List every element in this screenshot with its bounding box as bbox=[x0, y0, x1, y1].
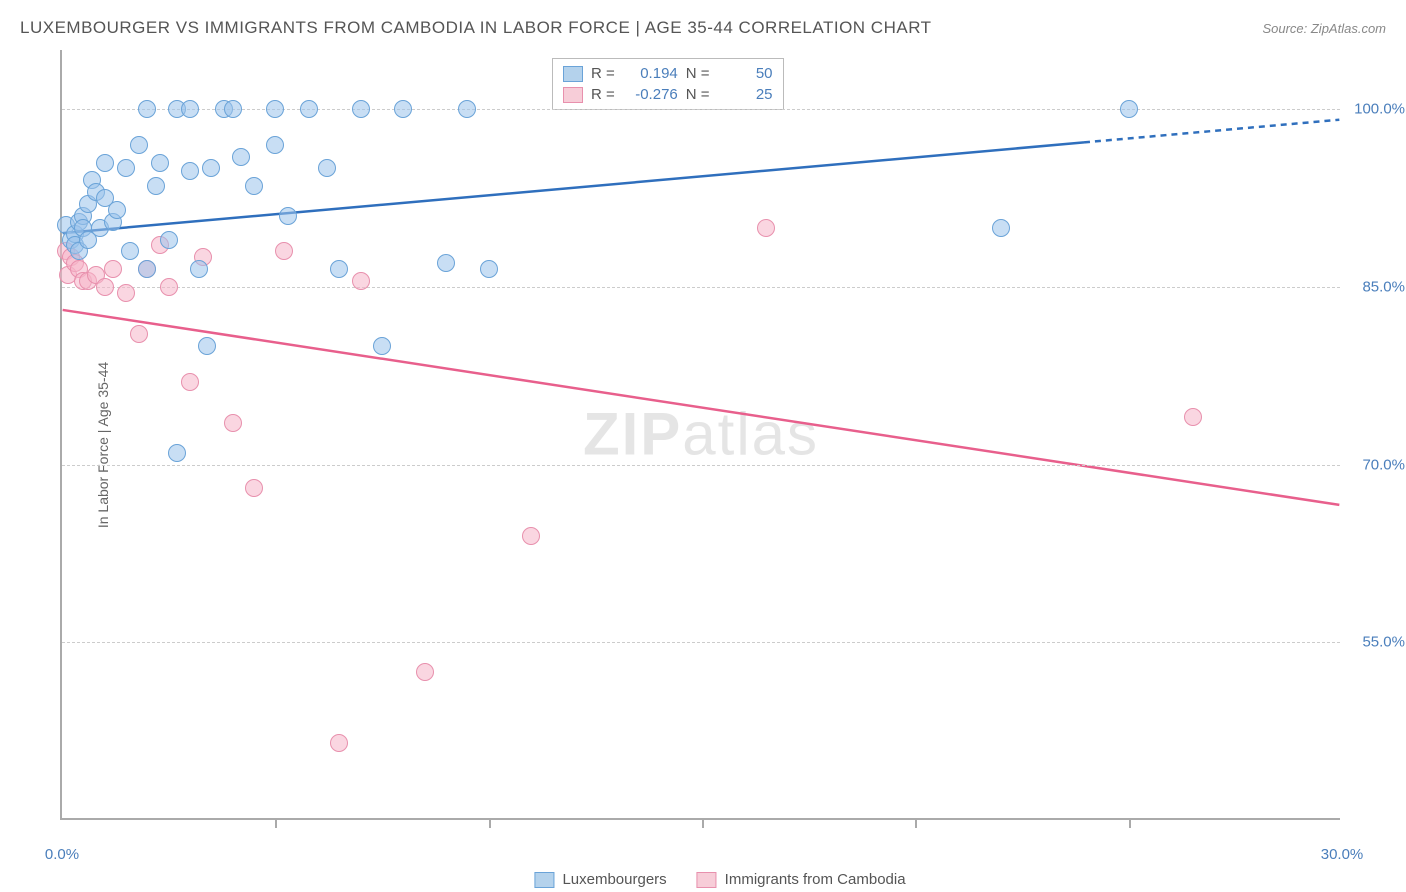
y-tick-label: 70.0% bbox=[1362, 456, 1405, 473]
cam-point bbox=[224, 414, 242, 432]
x-tick-label: 0.0% bbox=[45, 846, 79, 863]
legend-swatch-cam bbox=[697, 872, 717, 888]
lux-point bbox=[181, 100, 199, 118]
gridline-horizontal bbox=[62, 287, 1340, 288]
cam-point bbox=[330, 734, 348, 752]
lux-point bbox=[168, 444, 186, 462]
lux-point bbox=[373, 337, 391, 355]
gridline-horizontal bbox=[62, 465, 1340, 466]
lux-point bbox=[121, 242, 139, 260]
stats-row-cam: R = -0.276 N = 25 bbox=[563, 84, 773, 105]
y-tick-label: 85.0% bbox=[1362, 278, 1405, 295]
r-label-cam: R = bbox=[591, 86, 615, 103]
scatter-plot: ZIPatlas R = 0.194 N = 50 R = -0.276 N =… bbox=[60, 50, 1340, 820]
lux-point bbox=[352, 100, 370, 118]
correlation-stats-box: R = 0.194 N = 50 R = -0.276 N = 25 bbox=[552, 58, 784, 110]
gridline-horizontal bbox=[62, 642, 1340, 643]
watermark-bold: ZIP bbox=[583, 401, 682, 468]
cam-point bbox=[117, 284, 135, 302]
legend-label-lux: Luxembourgers bbox=[562, 871, 666, 888]
lux-point bbox=[138, 260, 156, 278]
lux-point bbox=[160, 231, 178, 249]
legend: Luxembourgers Immigrants from Cambodia bbox=[534, 871, 905, 888]
x-tick bbox=[489, 818, 491, 828]
n-value-lux: 50 bbox=[718, 65, 773, 82]
lux-point bbox=[394, 100, 412, 118]
y-tick-label: 100.0% bbox=[1354, 101, 1405, 118]
lux-point bbox=[147, 177, 165, 195]
lux-point bbox=[224, 100, 242, 118]
r-value-lux: 0.194 bbox=[623, 65, 678, 82]
cam-point bbox=[275, 242, 293, 260]
n-label-lux: N = bbox=[686, 65, 710, 82]
x-tick-label: 30.0% bbox=[1321, 846, 1364, 863]
watermark-text: ZIPatlas bbox=[583, 400, 819, 469]
lux-point bbox=[437, 254, 455, 272]
cam-point bbox=[96, 278, 114, 296]
lux-point bbox=[1120, 100, 1138, 118]
n-label-cam: N = bbox=[686, 86, 710, 103]
cam-point bbox=[1184, 408, 1202, 426]
lux-point bbox=[992, 219, 1010, 237]
lux-point bbox=[266, 136, 284, 154]
trendlines-layer bbox=[62, 50, 1340, 818]
legend-item-cam: Immigrants from Cambodia bbox=[697, 871, 906, 888]
x-tick bbox=[1129, 818, 1131, 828]
cam-point bbox=[522, 527, 540, 545]
lux-point bbox=[458, 100, 476, 118]
lux-point bbox=[96, 154, 114, 172]
lux-point bbox=[245, 177, 263, 195]
x-tick bbox=[275, 818, 277, 828]
n-value-cam: 25 bbox=[718, 86, 773, 103]
lux-point bbox=[300, 100, 318, 118]
stats-row-lux: R = 0.194 N = 50 bbox=[563, 63, 773, 84]
lux-point bbox=[181, 162, 199, 180]
watermark-light: atlas bbox=[682, 401, 819, 468]
r-label-lux: R = bbox=[591, 65, 615, 82]
lux-point bbox=[108, 201, 126, 219]
cam-point bbox=[757, 219, 775, 237]
legend-label-cam: Immigrants from Cambodia bbox=[725, 871, 906, 888]
cam-point bbox=[245, 479, 263, 497]
lux-point bbox=[151, 154, 169, 172]
chart-area: In Labor Force | Age 35-44 ZIPatlas R = … bbox=[60, 50, 1380, 840]
lux-point bbox=[330, 260, 348, 278]
lux-point bbox=[266, 100, 284, 118]
lux-point bbox=[279, 207, 297, 225]
swatch-lux bbox=[563, 66, 583, 82]
cam-point bbox=[416, 663, 434, 681]
r-value-cam: -0.276 bbox=[623, 86, 678, 103]
lux-point bbox=[130, 136, 148, 154]
cam-point bbox=[104, 260, 122, 278]
y-tick-label: 55.0% bbox=[1362, 634, 1405, 651]
swatch-cam bbox=[563, 87, 583, 103]
legend-item-lux: Luxembourgers bbox=[534, 871, 666, 888]
cam-point bbox=[352, 272, 370, 290]
lux-point bbox=[138, 100, 156, 118]
lux-point bbox=[198, 337, 216, 355]
chart-title: LUXEMBOURGER VS IMMIGRANTS FROM CAMBODIA… bbox=[20, 18, 932, 38]
lux-point bbox=[318, 159, 336, 177]
lux-point bbox=[480, 260, 498, 278]
lux-point bbox=[190, 260, 208, 278]
cam-point bbox=[181, 373, 199, 391]
source-attribution: Source: ZipAtlas.com bbox=[1262, 21, 1386, 36]
cam-point bbox=[160, 278, 178, 296]
cam-point bbox=[130, 325, 148, 343]
gridline-horizontal bbox=[62, 109, 1340, 110]
lux-point bbox=[202, 159, 220, 177]
x-tick bbox=[915, 818, 917, 828]
lux-point bbox=[117, 159, 135, 177]
lux-point bbox=[232, 148, 250, 166]
legend-swatch-lux bbox=[534, 872, 554, 888]
x-tick bbox=[702, 818, 704, 828]
